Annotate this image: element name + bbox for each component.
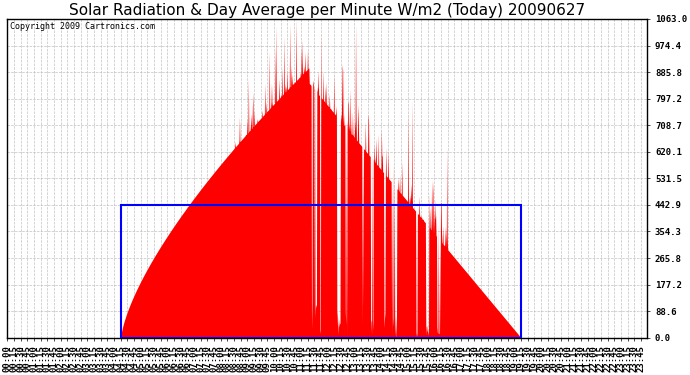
Text: Copyright 2009 Cartronics.com: Copyright 2009 Cartronics.com	[10, 22, 155, 31]
Bar	[121, 205, 521, 338]
Title: Solar Radiation & Day Average per Minute W/m2 (Today) 20090627: Solar Radiation & Day Average per Minute…	[69, 3, 585, 18]
